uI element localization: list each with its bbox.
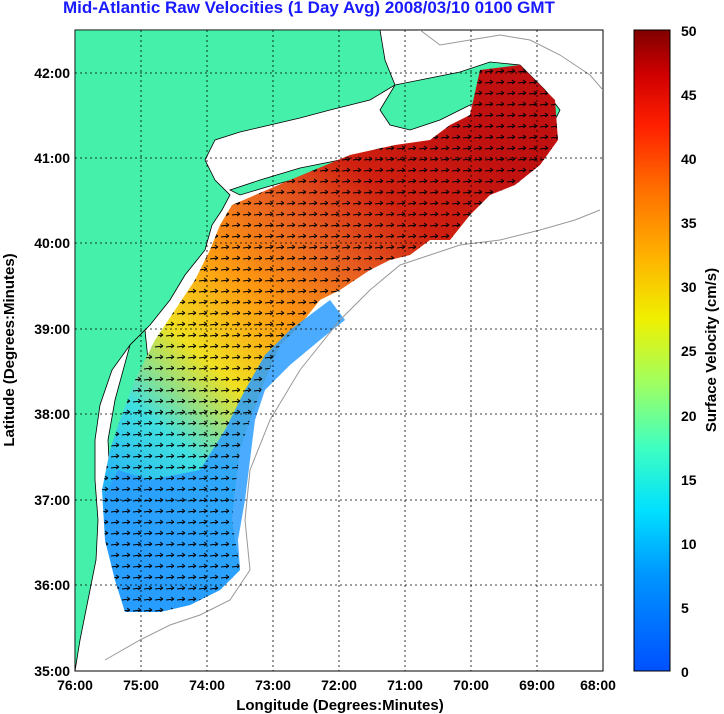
colorbar-tick: 50 [681,23,697,39]
colorbar-tick: 25 [681,343,697,359]
x-axis-label: Longitude (Degrees:Minutes) [236,697,444,714]
lon-tick: 75:00 [123,677,159,693]
colorbar-tick: 30 [681,279,697,295]
colorbar-ticks: 50 45 40 35 30 25 20 15 10 5 0 [681,23,697,680]
lon-tick: 68:00 [580,677,616,693]
colorbar-tick: 0 [681,664,689,680]
velocity-arrows [102,65,558,612]
lat-tick: 40:00 [34,235,70,251]
colorbar-tick: 35 [681,215,697,231]
lat-tick-labels: 42:00 41:00 40:00 39:00 38:00 37:00 36:0… [34,65,70,679]
lat-tick: 42:00 [34,65,70,81]
lon-tick: 73:00 [255,677,291,693]
lat-tick: 37:00 [34,492,70,508]
lon-tick: 72:00 [321,677,357,693]
colorbar-tick: 10 [681,536,697,552]
colorbar-tick: 20 [681,408,697,424]
lat-tick: 39:00 [34,321,70,337]
lon-tick: 71:00 [387,677,423,693]
colorbar-tick: 5 [681,600,689,616]
colorbar-label: Surface Velocity (cm/s) [703,268,720,432]
chart-title: Mid-Atlantic Raw Velocities (1 Day Avg) … [63,0,555,17]
grid-lines [75,30,603,671]
colorbar [633,29,671,672]
bathymetry-contour [104,209,601,661]
lon-tick: 69:00 [519,677,555,693]
lat-tick: 36:00 [34,577,70,593]
colorbar-tick: 45 [681,87,697,103]
colorbar-tick: 40 [681,151,697,167]
bathymetry-contour [419,30,603,91]
colorbar-tick: 15 [681,472,697,488]
lat-tick: 38:00 [34,406,70,422]
y-axis-label: Latitude (Degrees:Minutes) [1,253,18,446]
lon-tick-labels: 76:00 75:00 74:00 73:00 72:00 71:00 70:0… [57,677,616,693]
lat-tick: 41:00 [34,150,70,166]
lon-tick: 76:00 [57,677,93,693]
land-mass [75,30,396,671]
lon-tick: 74:00 [189,677,225,693]
lat-tick: 35:00 [34,663,70,679]
lon-tick: 70:00 [453,677,489,693]
